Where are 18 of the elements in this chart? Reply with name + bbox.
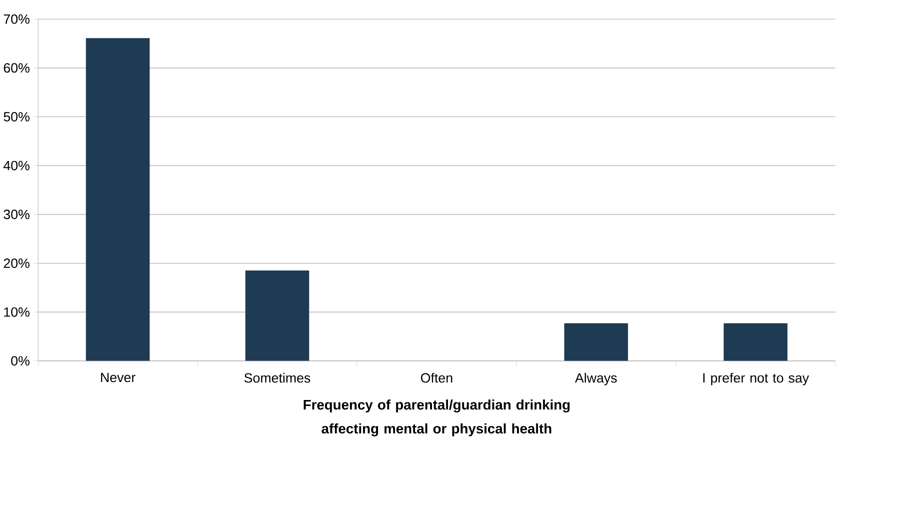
bar bbox=[245, 270, 310, 361]
y-tick-label: 50% bbox=[4, 112, 30, 122]
x-tick-label: Sometimes bbox=[244, 372, 310, 383]
bar bbox=[564, 323, 628, 361]
x-tick-label: Never bbox=[101, 372, 136, 382]
y-tick-label: 20% bbox=[4, 258, 30, 268]
bar bbox=[86, 38, 150, 361]
y-tick-label: 10% bbox=[4, 307, 30, 317]
y-tick-label: 60% bbox=[4, 63, 30, 73]
x-axis-title: Frequency of parental/guardian drinking affecting mental or physical health bbox=[304, 400, 570, 436]
y-tick-label: 70% bbox=[4, 14, 30, 24]
x-tick-label: I prefer not to say bbox=[703, 372, 810, 386]
x-tick-label: Always bbox=[574, 372, 617, 386]
y-tick-label: 40% bbox=[3, 160, 30, 170]
y-tick-label: 30% bbox=[4, 210, 30, 220]
x-tick-label: Often bbox=[420, 372, 452, 383]
bar bbox=[724, 323, 788, 361]
y-tick-label: 0% bbox=[11, 356, 30, 366]
